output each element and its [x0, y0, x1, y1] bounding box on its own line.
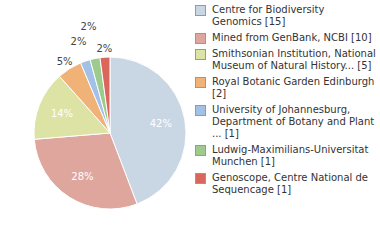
html-text:Royal Botanic Garden Edinburgh: Royal Botanic Garden Edinburgh [2] [212, 76, 375, 99]
svg-text:5%: 5% [57, 56, 73, 67]
html-text:Ludwig-Maximilians-Universitat: Ludwig-Maximilians-Universitat Munchen [… [212, 144, 369, 167]
html-text:Genoscope, Centre National de: Genoscope, Centre National de Sequencage… [212, 172, 368, 195]
svg-text:2%: 2% [71, 36, 87, 47]
html-text:Mined from GenBank, NCBI [10]: Mined from GenBank, NCBI [10] [212, 32, 372, 43]
svg-text:28%: 28% [71, 171, 93, 182]
svg-text:42%: 42% [150, 118, 172, 129]
html-text:Centre for Biodiversity Genomi: Centre for Biodiversity Genomics [15] [212, 4, 325, 27]
svg-text:2%: 2% [81, 21, 97, 32]
svg-text:2%: 2% [96, 43, 112, 54]
svg-text:14%: 14% [51, 108, 73, 119]
html-text:University of Johannesburg, De: University of Johannesburg, Department o… [212, 104, 375, 139]
html-text:Smithsonian Institution, Natio: Smithsonian Institution, National Museum… [212, 48, 376, 71]
